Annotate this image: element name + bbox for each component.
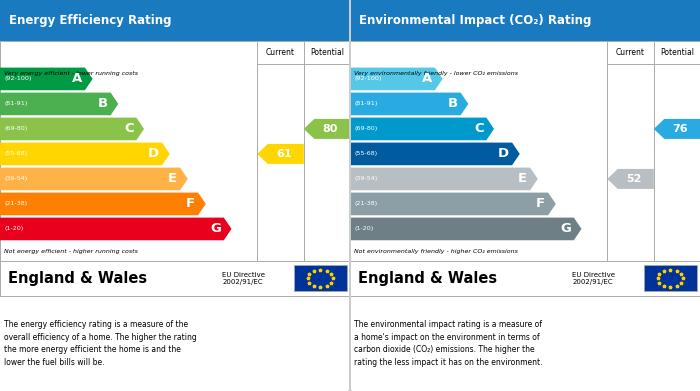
Text: Not environmentally friendly - higher CO₂ emissions: Not environmentally friendly - higher CO… (354, 249, 518, 254)
Polygon shape (350, 68, 442, 90)
Text: EU Directive
2002/91/EC: EU Directive 2002/91/EC (223, 272, 265, 285)
Text: C: C (124, 122, 134, 135)
Bar (350, 261, 700, 296)
Bar (0, 0, 350, 41)
Text: E: E (518, 172, 527, 185)
Text: Current: Current (616, 48, 645, 57)
Text: Current: Current (266, 48, 295, 57)
Text: (21-38): (21-38) (4, 201, 27, 206)
Polygon shape (0, 68, 92, 90)
Bar (294, 265, 346, 291)
Text: Potential: Potential (660, 48, 694, 57)
Text: C: C (474, 122, 484, 135)
Text: (92-100): (92-100) (354, 76, 382, 81)
Text: 61: 61 (276, 149, 291, 159)
Text: (1-20): (1-20) (4, 226, 24, 231)
Bar (0, 261, 350, 296)
Polygon shape (0, 118, 144, 140)
Polygon shape (0, 168, 188, 190)
Text: The environmental impact rating is a measure of
a home's impact on the environme: The environmental impact rating is a mea… (354, 320, 542, 367)
Text: Not energy efficient - higher running costs: Not energy efficient - higher running co… (4, 249, 138, 254)
Text: Environmental Impact (CO₂) Rating: Environmental Impact (CO₂) Rating (358, 14, 591, 27)
Text: England & Wales: England & Wales (358, 271, 497, 286)
Text: 76: 76 (672, 124, 688, 134)
Text: (92-100): (92-100) (4, 76, 32, 81)
Text: EU Directive
2002/91/EC: EU Directive 2002/91/EC (573, 272, 615, 285)
Text: Energy Efficiency Rating: Energy Efficiency Rating (8, 14, 172, 27)
Text: F: F (186, 197, 195, 210)
Bar (0, 41, 350, 261)
Polygon shape (258, 144, 304, 164)
Text: B: B (448, 97, 458, 110)
Polygon shape (0, 93, 118, 115)
Polygon shape (654, 119, 700, 139)
Text: (39-54): (39-54) (4, 176, 27, 181)
Polygon shape (350, 168, 538, 190)
Polygon shape (350, 143, 520, 165)
Text: (21-38): (21-38) (354, 201, 377, 206)
Text: (69-80): (69-80) (4, 126, 27, 131)
Polygon shape (0, 143, 170, 165)
Text: B: B (98, 97, 108, 110)
Text: (1-20): (1-20) (354, 226, 374, 231)
Polygon shape (304, 119, 350, 139)
Bar (350, 41, 700, 261)
Text: E: E (168, 172, 177, 185)
Text: G: G (210, 222, 221, 235)
Text: Potential: Potential (310, 48, 344, 57)
Text: D: D (148, 147, 160, 160)
Polygon shape (350, 118, 494, 140)
Text: G: G (560, 222, 571, 235)
Text: England & Wales: England & Wales (8, 271, 147, 286)
Polygon shape (350, 218, 582, 240)
Text: (81-91): (81-91) (354, 101, 377, 106)
Text: F: F (536, 197, 545, 210)
Polygon shape (0, 193, 206, 215)
Text: A: A (72, 72, 82, 85)
Bar (350, 0, 700, 41)
Polygon shape (0, 218, 232, 240)
Text: The energy efficiency rating is a measure of the
overall efficiency of a home. T: The energy efficiency rating is a measur… (4, 320, 197, 367)
Text: 52: 52 (626, 174, 641, 184)
Text: (39-54): (39-54) (354, 176, 377, 181)
Bar (644, 265, 696, 291)
Text: (55-68): (55-68) (354, 151, 377, 156)
Text: Very environmentally friendly - lower CO₂ emissions: Very environmentally friendly - lower CO… (354, 71, 518, 76)
Polygon shape (350, 193, 556, 215)
Text: (81-91): (81-91) (4, 101, 27, 106)
Text: Very energy efficient - lower running costs: Very energy efficient - lower running co… (4, 71, 138, 76)
Polygon shape (350, 93, 468, 115)
Text: A: A (422, 72, 432, 85)
Text: 80: 80 (323, 124, 337, 134)
Text: (69-80): (69-80) (354, 126, 377, 131)
Text: (55-68): (55-68) (4, 151, 27, 156)
Polygon shape (608, 169, 654, 189)
Text: D: D (498, 147, 510, 160)
